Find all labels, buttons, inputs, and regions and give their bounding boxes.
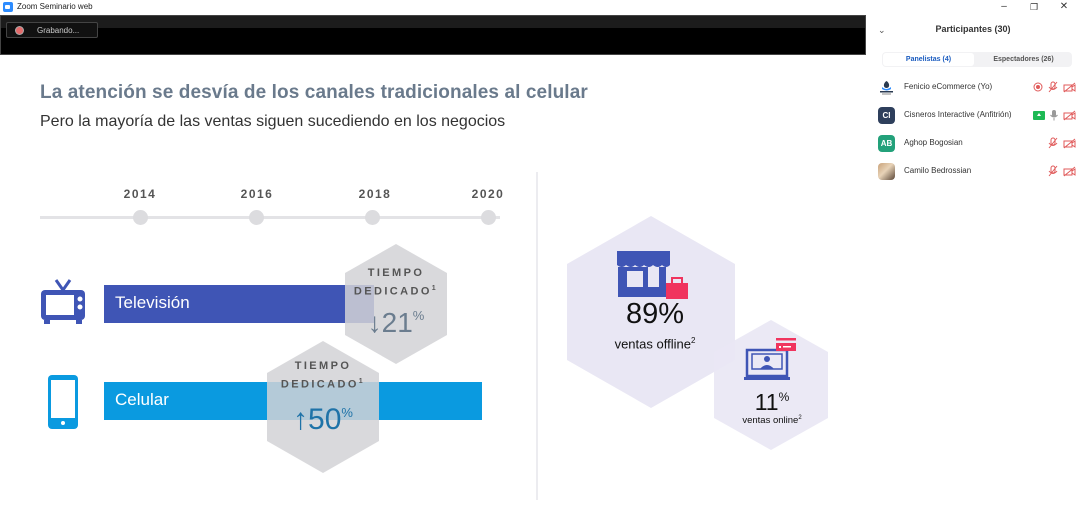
participant-status-icons xyxy=(1033,81,1076,93)
zoom-app-icon xyxy=(3,2,13,12)
offline-sales-caption: ventas offline2 xyxy=(585,336,725,351)
online-sales-stat: 11% ventas online2 xyxy=(727,384,817,426)
online-sales-value: 11% xyxy=(727,384,817,415)
shared-slide: La atención se desvía de los canales tra… xyxy=(0,56,866,511)
television-label: Televisión xyxy=(115,293,190,312)
screen-share-icon xyxy=(1033,110,1045,120)
television-bar: Televisión xyxy=(104,285,374,323)
online-sales-label: ventas online xyxy=(742,415,799,427)
badge-heading: DEDICADO1 xyxy=(263,374,383,393)
tv-time-badge: TIEMPO DEDICADO1 ↓21% xyxy=(341,266,451,339)
participant-tabs: Panelistas (4) Espectadores (26) xyxy=(882,52,1072,67)
participant-row[interactable]: CI Cisneros Interactive (Anfitrión) xyxy=(866,105,1080,133)
footnote-marker: 1 xyxy=(358,378,366,385)
online-sales-unit: % xyxy=(778,390,790,404)
badge-heading: TIEMPO xyxy=(367,267,425,279)
participant-row[interactable]: Camilo Bedrossian xyxy=(866,161,1080,189)
timeline-dot xyxy=(365,210,380,225)
mobile-time-badge: TIEMPO DEDICADO1 ↑50% xyxy=(263,359,383,436)
mic-on-icon[interactable] xyxy=(1050,109,1058,121)
avatar: CI xyxy=(878,107,895,124)
recording-icon xyxy=(1033,82,1043,92)
mobile-time-value: ↑50% xyxy=(263,397,383,436)
slide-divider xyxy=(536,172,538,500)
participant-name: Camilo Bedrossian xyxy=(904,166,972,175)
slide-title: La atención se desvía de los canales tra… xyxy=(40,82,588,103)
timeline-line xyxy=(40,216,500,219)
window-titlebar: Zoom Seminario web – ❐ ✕ xyxy=(0,0,1080,15)
participant-status-icons xyxy=(1048,137,1076,149)
collapse-chevron-icon[interactable]: ⌄ xyxy=(878,25,886,35)
badge-heading: TIEMPO xyxy=(294,360,352,372)
offline-sales-stat: 89% ventas offline2 xyxy=(585,296,725,351)
photo-avatar xyxy=(878,163,895,180)
participants-panel: ⌄ Participantes (30) Panelistas (4) Espe… xyxy=(866,15,1080,511)
video-off-icon[interactable] xyxy=(1063,110,1076,121)
badge-heading: DEDICADO1 xyxy=(341,281,451,300)
timeline-dot xyxy=(481,210,496,225)
window-title: Zoom Seminario web xyxy=(17,2,93,11)
slide-subtitle: Pero la mayoría de las ventas siguen suc… xyxy=(40,113,506,130)
close-button[interactable]: ✕ xyxy=(1059,1,1069,12)
footnote-marker: 2 xyxy=(690,336,696,345)
restore-button[interactable]: ❐ xyxy=(1029,2,1039,12)
video-off-icon[interactable] xyxy=(1063,166,1076,177)
mic-muted-icon[interactable] xyxy=(1048,165,1058,177)
participant-row[interactable]: AB Aghop Bogosian xyxy=(866,133,1080,161)
timeline-year: 2018 xyxy=(358,187,392,201)
recording-label: Grabando... xyxy=(37,26,80,35)
timeline-year: 2016 xyxy=(240,187,274,201)
offline-sales-hexagon xyxy=(567,216,735,408)
timeline-year: 2014 xyxy=(123,187,157,201)
timeline-dot xyxy=(133,210,148,225)
online-sales-hexagon xyxy=(714,320,828,450)
timeline-dot xyxy=(249,210,264,225)
offline-sales-label: ventas offline xyxy=(614,336,691,352)
tab-attendees[interactable]: Espectadores (26) xyxy=(993,56,1054,63)
record-icon xyxy=(16,27,23,34)
mobile-time-hexagon xyxy=(267,341,379,473)
mobile-label: Celular xyxy=(115,390,169,409)
video-strip-header xyxy=(1,16,865,28)
badge-value: 21 xyxy=(381,306,413,338)
timeline-year: 2020 xyxy=(471,187,505,201)
recording-indicator[interactable]: Grabando... xyxy=(6,22,98,38)
participant-name: Fenicio eCommerce (Yo) xyxy=(904,82,993,91)
badge-unit: % xyxy=(412,307,425,323)
footnote-marker: 1 xyxy=(431,285,439,292)
online-sales-number: 11 xyxy=(754,389,779,415)
participant-row[interactable]: Fenicio eCommerce (Yo) xyxy=(866,77,1080,105)
video-off-icon[interactable] xyxy=(1063,138,1076,149)
smartphone-icon xyxy=(48,375,78,429)
video-strip: Grabando... xyxy=(0,15,866,55)
participant-name: Cisneros Interactive (Anfitrión) xyxy=(904,110,1012,119)
laptop-icon xyxy=(744,338,796,380)
participant-name: Aghop Bogosian xyxy=(904,138,963,147)
tv-time-hexagon xyxy=(345,244,447,364)
tab-panelists[interactable]: Panelistas (4) xyxy=(883,53,974,66)
badge-heading-2: DEDICADO xyxy=(280,378,359,391)
arrow-up-icon: ↑ xyxy=(293,402,309,436)
badge-value: 50 xyxy=(308,402,342,436)
participant-status-icons xyxy=(1033,109,1076,121)
badge-unit: % xyxy=(341,404,353,420)
store-icon xyxy=(617,251,688,299)
tv-time-value: ↓21% xyxy=(341,300,451,339)
avatar: AB xyxy=(878,135,895,152)
fenicio-logo-avatar xyxy=(880,81,893,95)
footnote-marker: 2 xyxy=(798,415,802,421)
mic-muted-icon[interactable] xyxy=(1048,81,1058,93)
video-off-icon[interactable] xyxy=(1063,82,1076,93)
participant-list: Fenicio eCommerce (Yo) CI Cisneros Inter… xyxy=(866,77,1080,189)
offline-sales-value: 89% xyxy=(625,298,685,330)
participants-title: Participantes (30) xyxy=(935,24,1011,34)
badge-heading-2: DEDICADO xyxy=(353,285,432,298)
participant-status-icons xyxy=(1048,165,1076,177)
mic-muted-icon[interactable] xyxy=(1048,137,1058,149)
minimize-button[interactable]: – xyxy=(1001,1,1007,12)
online-sales-caption: ventas online2 xyxy=(727,415,817,426)
tv-icon xyxy=(41,279,85,324)
arrow-down-icon: ↓ xyxy=(367,306,382,338)
